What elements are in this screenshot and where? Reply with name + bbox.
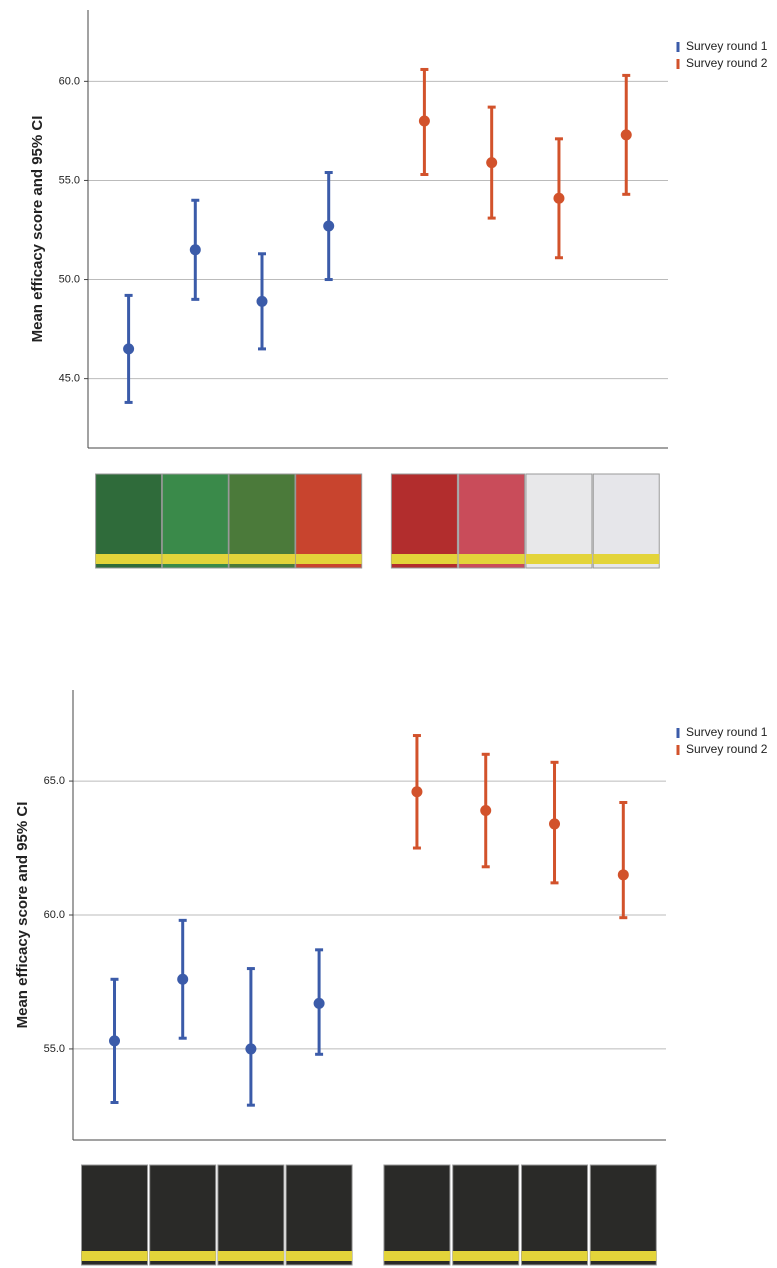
legend-label: Survey round 2 [686,56,768,70]
pack-warning-band [384,1251,450,1261]
pack-image [384,1165,450,1265]
mean-point [411,786,422,797]
pack-warning-band [522,1251,588,1261]
pack-image [593,474,659,568]
pack-image [453,1165,519,1265]
pack-image [590,1165,656,1265]
mean-point [621,129,632,140]
pack-image [229,474,295,568]
pack-image [150,1165,216,1265]
pack-warning-band [590,1251,656,1261]
y-axis-label: Mean efficacy score and 95% CI [14,802,31,1029]
pack-warning-band [296,554,362,564]
pack-image [391,474,457,568]
y-axis-label: Mean efficacy score and 95% CI [29,116,46,343]
pack-warning-band [459,554,525,564]
pack-warning-band [150,1251,216,1261]
y-tick-label: 55.0 [59,174,80,186]
mean-point [419,115,430,126]
y-tick-label: 60.0 [44,909,65,921]
mean-point [314,998,325,1009]
pack-warning-band [218,1251,284,1261]
mean-point [123,343,134,354]
pack-warning-band [286,1251,352,1261]
y-tick-label: 50.0 [59,273,80,285]
mean-point [486,157,497,168]
y-tick-label: 65.0 [44,775,65,787]
mean-point [323,221,334,232]
pack-image [96,474,162,568]
legend-label: Survey round 1 [686,39,768,53]
y-tick-label: 60.0 [59,75,80,87]
pack-image [296,474,362,568]
pack-image [218,1165,284,1265]
mean-point [549,818,560,829]
pack-image [526,474,592,568]
pack-warning-band [593,554,659,564]
mean-point [109,1035,120,1046]
legend-label: Survey round 1 [686,725,768,739]
pack-image [522,1165,588,1265]
mean-point [190,244,201,255]
pack-warning-band [82,1251,148,1261]
legend-label: Survey round 2 [686,742,768,756]
pack-warning-band [96,554,162,564]
mean-point [257,296,268,307]
pack-warning-band [229,554,295,564]
pack-image [286,1165,352,1265]
mean-point [177,974,188,985]
pack-image [82,1165,148,1265]
pack-warning-band [526,554,592,564]
mean-point [245,1043,256,1054]
pack-warning-band [391,554,457,564]
figure: 45.0 50.0 55.0 60.0 Mean efficacy score and … [0,0,777,1268]
mean-point [618,869,629,880]
mean-point [480,805,491,816]
pack-image [459,474,525,568]
pack-warning-band [162,554,228,564]
pack-warning-band [453,1251,519,1261]
mean-point [553,193,564,204]
y-tick-label: 55.0 [44,1043,65,1055]
y-tick-label: 45.0 [59,373,80,385]
pack-image [162,474,228,568]
